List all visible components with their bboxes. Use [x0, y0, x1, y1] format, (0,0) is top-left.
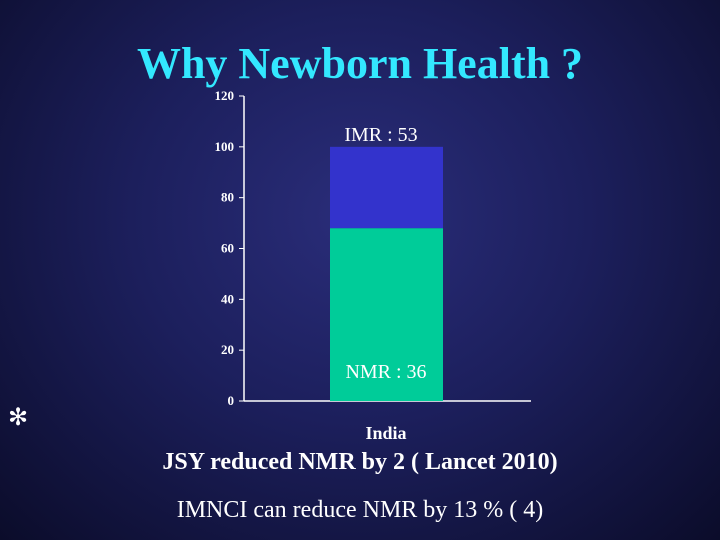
slide-title: Why Newborn Health ?: [136, 39, 584, 88]
bullet-icon: ✻: [8, 403, 29, 431]
x-tick-label-india: India: [365, 423, 406, 443]
note-imnci: IMNCI can reduce NMR by 13 % ( 4): [176, 497, 544, 523]
y-tick-label-20: 20: [221, 342, 234, 357]
y-tick-label-60: 60: [221, 241, 234, 256]
bar-segment-lower: [330, 228, 443, 401]
annotation-nmr: NMR : 36: [345, 361, 426, 383]
note-jsy: JSY reduced NMR by 2 ( Lancet 2010): [162, 449, 558, 475]
annotation-imr: IMR : 53: [344, 124, 417, 146]
y-tick-label-40: 40: [221, 291, 234, 306]
bar-segment-upper: [330, 146, 443, 229]
y-tick-label-80: 80: [221, 190, 234, 205]
y-tick-label-100: 100: [215, 139, 235, 154]
y-tick-label-120: 120: [215, 88, 235, 103]
y-tick-label-0: 0: [228, 393, 235, 408]
